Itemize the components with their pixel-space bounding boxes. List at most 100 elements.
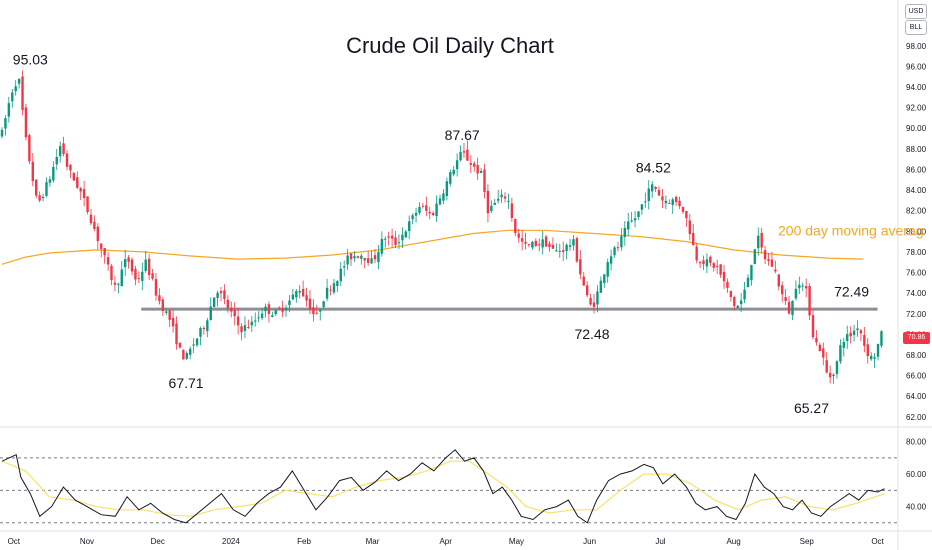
price-tick-label: 74.00 bbox=[906, 289, 927, 298]
candle-body bbox=[863, 335, 866, 346]
candle-body bbox=[811, 315, 815, 338]
candle-body bbox=[373, 255, 377, 260]
candle-body bbox=[438, 198, 442, 205]
candle-body bbox=[384, 238, 387, 240]
price-annotation: 95.03 bbox=[13, 51, 48, 67]
candle-body bbox=[736, 305, 739, 308]
candle-body bbox=[325, 287, 329, 299]
price-tick-label: 88.00 bbox=[906, 145, 927, 154]
candle-body bbox=[322, 301, 325, 308]
time-tick-label: Nov bbox=[80, 537, 94, 546]
candle-body bbox=[630, 220, 633, 222]
candle-body bbox=[158, 295, 161, 302]
price-tick-label: 82.00 bbox=[906, 207, 927, 216]
candle-body bbox=[414, 212, 418, 216]
candle-body bbox=[585, 285, 589, 296]
candle-body bbox=[859, 330, 863, 334]
candle-body bbox=[35, 179, 38, 196]
candle-body bbox=[774, 269, 777, 272]
ma200-line bbox=[1, 229, 864, 265]
candle-body bbox=[685, 211, 688, 218]
candle-body bbox=[411, 215, 414, 220]
price-tick-label: 62.00 bbox=[906, 413, 927, 422]
candle-body bbox=[257, 317, 260, 319]
candle-body bbox=[223, 290, 226, 299]
candle-body bbox=[846, 334, 849, 341]
candle-body bbox=[500, 194, 503, 198]
candle-body bbox=[589, 297, 592, 305]
candle-body bbox=[445, 181, 449, 197]
candle-body bbox=[123, 259, 127, 268]
candle-body bbox=[627, 221, 630, 230]
osc-line bbox=[1, 449, 885, 524]
candle-body bbox=[815, 337, 818, 343]
candle-body bbox=[7, 103, 11, 117]
candle-body bbox=[370, 258, 373, 264]
candle-body bbox=[562, 250, 565, 252]
candle-body bbox=[390, 235, 394, 239]
candle-body bbox=[343, 266, 346, 268]
candle-body bbox=[48, 179, 52, 183]
candle-body bbox=[839, 345, 842, 362]
candle-body bbox=[671, 199, 674, 205]
candle-body bbox=[178, 342, 182, 348]
candle-body bbox=[490, 205, 493, 212]
candle-body bbox=[428, 212, 431, 214]
candle-body bbox=[387, 236, 390, 238]
candle-body bbox=[182, 349, 185, 360]
candle-body bbox=[134, 269, 137, 280]
candle-body bbox=[315, 312, 319, 314]
candle-body bbox=[650, 184, 654, 192]
candle-body bbox=[493, 202, 496, 205]
candle-body bbox=[722, 271, 726, 282]
chart-title: Crude Oil Daily Chart bbox=[346, 33, 554, 58]
candle-body bbox=[96, 226, 100, 242]
candle-body bbox=[339, 268, 342, 282]
time-tick-label: Oct bbox=[871, 537, 884, 546]
candle-body bbox=[496, 198, 500, 201]
candle-body bbox=[120, 269, 123, 287]
candle-body bbox=[52, 166, 55, 181]
candle-body bbox=[288, 300, 291, 306]
currency-badge[interactable]: USD bbox=[905, 4, 927, 19]
price-annotation: 65.27 bbox=[794, 400, 829, 416]
candle-body bbox=[856, 328, 859, 331]
price-tick-label: 84.00 bbox=[906, 186, 927, 195]
price-tick-label: 86.00 bbox=[906, 165, 927, 174]
candle-body bbox=[808, 286, 811, 316]
candle-body bbox=[599, 280, 603, 293]
candle-body bbox=[486, 190, 490, 214]
time-tick-label: Oct bbox=[8, 537, 21, 546]
candle-body bbox=[418, 206, 421, 213]
candle-body bbox=[110, 265, 113, 280]
candle-body bbox=[69, 165, 72, 171]
candle-body bbox=[603, 274, 606, 284]
candle-body bbox=[0, 129, 4, 137]
candle-body bbox=[260, 313, 264, 319]
candle-body bbox=[421, 205, 425, 207]
candle-body bbox=[551, 244, 555, 249]
candle-body bbox=[548, 243, 551, 247]
candle-body bbox=[517, 233, 520, 238]
candle-body bbox=[787, 301, 791, 314]
candle-body bbox=[572, 239, 575, 246]
candle-body bbox=[89, 214, 93, 224]
time-tick-label: Mar bbox=[366, 537, 380, 546]
candle-body bbox=[72, 173, 76, 181]
candle-body bbox=[459, 152, 462, 161]
candle-body bbox=[657, 189, 661, 196]
candle-body bbox=[842, 341, 846, 348]
candle-body bbox=[45, 182, 48, 196]
price-tick-label: 76.00 bbox=[906, 269, 927, 278]
candle-body bbox=[483, 169, 486, 192]
candle-body bbox=[130, 259, 134, 272]
candle-body bbox=[544, 236, 548, 247]
candle-body bbox=[876, 343, 880, 357]
time-axis: Oct Nov Dec 2024 Feb Mar Apr May Jun Jul Aug Sep Oct bbox=[8, 537, 885, 546]
candle-body bbox=[442, 193, 445, 201]
unit-badge[interactable]: BLL bbox=[905, 20, 927, 35]
candle-body bbox=[822, 348, 825, 358]
price-tick-label: 68.00 bbox=[906, 351, 927, 360]
candle-body bbox=[582, 276, 585, 286]
price-tick-label: 80.00 bbox=[906, 227, 927, 236]
